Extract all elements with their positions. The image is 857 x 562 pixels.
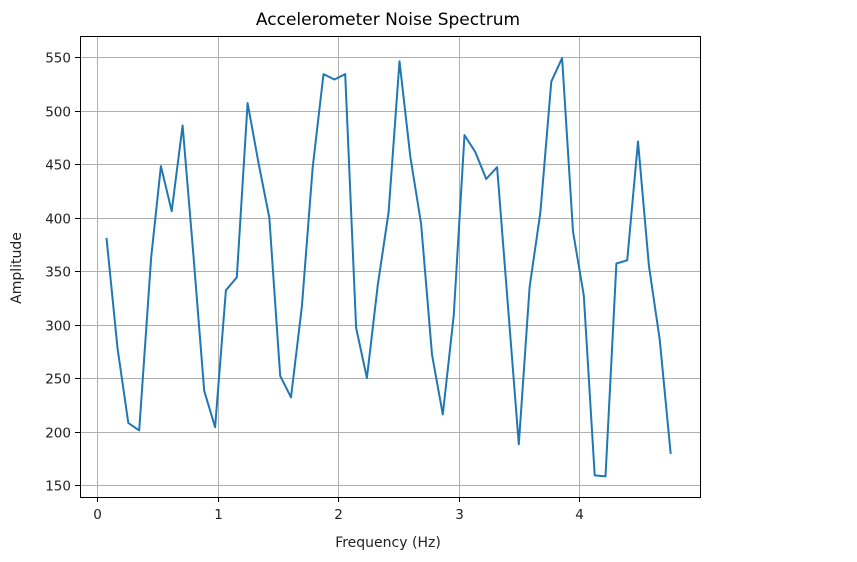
y-axis-ticks: 150 200 250 300 350 400 450 500 550 (45, 51, 80, 495)
x-tick-label: 3 (455, 507, 464, 523)
y-tick-label: 550 (45, 51, 71, 67)
y-tick-label: 450 (45, 158, 71, 174)
x-tick-label: 1 (214, 507, 223, 523)
y-tick-label: 300 (45, 319, 71, 335)
x-axis-label: Frequency (Hz) (335, 535, 441, 551)
y-tick-label: 200 (45, 426, 71, 442)
chart-title: Accelerometer Noise Spectrum (256, 10, 520, 30)
y-tick-label: 150 (45, 479, 71, 495)
y-tick-label: 500 (45, 105, 71, 121)
y-tick-label: 350 (45, 265, 71, 281)
y-axis-label: Amplitude (9, 232, 25, 304)
x-axis-ticks: 0 1 2 3 4 (93, 497, 584, 523)
x-tick-label: 0 (93, 507, 102, 523)
series-line (105, 57, 672, 478)
x-tick-label: 4 (575, 507, 584, 523)
y-tick-label: 400 (45, 212, 71, 228)
data-series (105, 57, 672, 478)
y-tick-label: 250 (45, 372, 71, 388)
x-tick-label: 2 (334, 507, 343, 523)
plot-frame (80, 36, 701, 498)
